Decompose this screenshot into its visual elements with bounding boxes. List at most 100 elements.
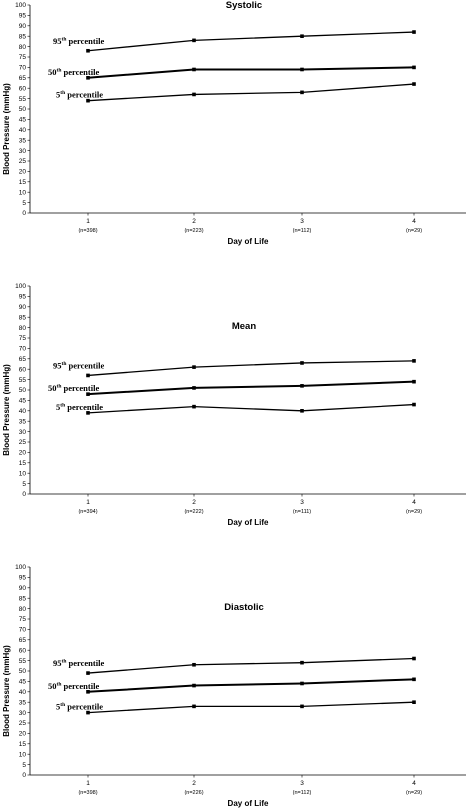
series-95th-percentile: 95th percentile xyxy=(53,30,416,53)
x-category-note: (n=222) xyxy=(184,509,203,515)
y-tick-label: 10 xyxy=(19,751,27,758)
series-label: 50th percentile xyxy=(48,383,99,393)
y-tick-label: 75 xyxy=(19,54,27,61)
series-label: 50th percentile xyxy=(48,67,99,77)
y-tick-label: 50 xyxy=(19,668,27,675)
data-point xyxy=(86,710,90,715)
series-label: 5th percentile xyxy=(56,402,103,412)
y-tick-label: 35 xyxy=(19,137,27,144)
x-axis-label: Day of Life xyxy=(228,518,269,527)
data-point xyxy=(300,409,304,413)
y-tick-label: 85 xyxy=(19,314,27,321)
x-tick-label: 2 xyxy=(192,780,196,787)
data-point xyxy=(412,30,416,34)
y-tick-label: 40 xyxy=(19,127,27,134)
y-tick-label: 35 xyxy=(19,418,27,425)
y-tick-label: 45 xyxy=(19,398,27,405)
series-label-sup: th xyxy=(57,384,62,390)
data-point xyxy=(86,392,90,396)
y-tick-label: 30 xyxy=(19,710,27,717)
y-tick-label: 25 xyxy=(19,439,27,446)
y-tick-label: 10 xyxy=(19,470,27,477)
series-label: 5th percentile xyxy=(56,90,103,100)
x-category-note: (n=112) xyxy=(293,790,312,796)
data-point xyxy=(300,90,304,95)
y-tick-label: 65 xyxy=(19,75,27,82)
y-tick-label: 55 xyxy=(19,658,27,665)
x-tick-label: 4 xyxy=(412,218,416,225)
y-tick-label: 80 xyxy=(19,44,27,51)
series-label-rest: percentile xyxy=(66,658,104,668)
data-point xyxy=(192,704,196,709)
series-line xyxy=(87,31,415,52)
y-tick-label: 40 xyxy=(19,689,27,696)
y-tick-label: 100 xyxy=(15,283,26,290)
series-label: 95th percentile xyxy=(53,360,104,370)
x-tick-label: 1 xyxy=(86,780,90,787)
data-point xyxy=(86,411,90,415)
series-label-main: 95 xyxy=(53,658,62,668)
x-tick-label: 1 xyxy=(86,499,90,506)
data-point xyxy=(192,67,196,72)
series-label-rest: percentile xyxy=(65,702,103,712)
data-point xyxy=(192,404,196,409)
y-tick-label: 75 xyxy=(19,335,27,342)
y-tick-label: 65 xyxy=(19,356,27,363)
x-category-note: (n=112) xyxy=(293,228,312,234)
y-tick-label: 0 xyxy=(22,210,26,217)
data-point xyxy=(300,361,304,365)
y-tick-label: 80 xyxy=(19,325,27,332)
y-tick-label: 75 xyxy=(19,616,27,623)
data-point xyxy=(412,700,416,704)
y-tick-label: 60 xyxy=(19,366,27,373)
series-line xyxy=(87,83,415,102)
y-axis-label: Blood Pressure (mmHg) xyxy=(2,83,11,175)
x-tick-label: 2 xyxy=(192,499,196,506)
data-point xyxy=(412,65,416,70)
series-label-main: 50 xyxy=(48,67,57,77)
y-tick-label: 25 xyxy=(19,158,27,165)
y-tick-label: 10 xyxy=(19,189,27,196)
y-tick-label: 15 xyxy=(19,741,27,748)
y-axis-label: Blood Pressure (mmHg) xyxy=(2,364,11,456)
y-tick-label: 85 xyxy=(19,595,27,602)
x-tick-label: 1 xyxy=(86,218,90,225)
data-point xyxy=(300,704,304,709)
y-tick-label: 95 xyxy=(19,13,27,20)
series-label-main: 95 xyxy=(53,360,62,370)
data-point xyxy=(300,384,304,388)
data-point xyxy=(86,98,90,103)
data-point xyxy=(412,359,416,363)
y-tick-label: 5 xyxy=(22,481,26,488)
y-tick-label: 15 xyxy=(19,179,27,186)
y-tick-label: 45 xyxy=(19,679,27,686)
data-point xyxy=(192,662,196,667)
data-point xyxy=(412,402,416,407)
x-category-note: (n=226) xyxy=(184,790,203,796)
x-axis-label: Day of Life xyxy=(228,237,269,246)
data-point xyxy=(192,683,196,688)
series-5th-percentile: 5th percentile xyxy=(56,700,416,715)
x-category-note: (n=394) xyxy=(78,509,97,515)
data-point xyxy=(300,67,304,72)
series-line xyxy=(87,360,415,377)
y-tick-label: 0 xyxy=(22,491,26,498)
series-label-rest: percentile xyxy=(61,383,99,393)
y-tick-label: 70 xyxy=(19,627,27,634)
x-category-note: (n=111) xyxy=(293,509,311,515)
series-label-sup: th xyxy=(57,67,62,73)
data-point xyxy=(412,379,416,384)
series-label: 5th percentile xyxy=(56,702,103,712)
series-line xyxy=(87,403,415,414)
y-tick-label: 20 xyxy=(19,450,27,457)
y-tick-label: 50 xyxy=(19,106,27,113)
y-tick-label: 40 xyxy=(19,408,27,415)
y-tick-label: 100 xyxy=(15,2,26,9)
data-point xyxy=(192,365,196,369)
y-tick-label: 95 xyxy=(19,294,27,301)
series-label: 50th percentile xyxy=(48,681,99,691)
y-tick-label: 90 xyxy=(19,585,27,592)
data-point xyxy=(86,671,90,675)
series-label-rest: percentile xyxy=(66,360,104,370)
series-50th-percentile: 50th percentile xyxy=(48,379,416,396)
